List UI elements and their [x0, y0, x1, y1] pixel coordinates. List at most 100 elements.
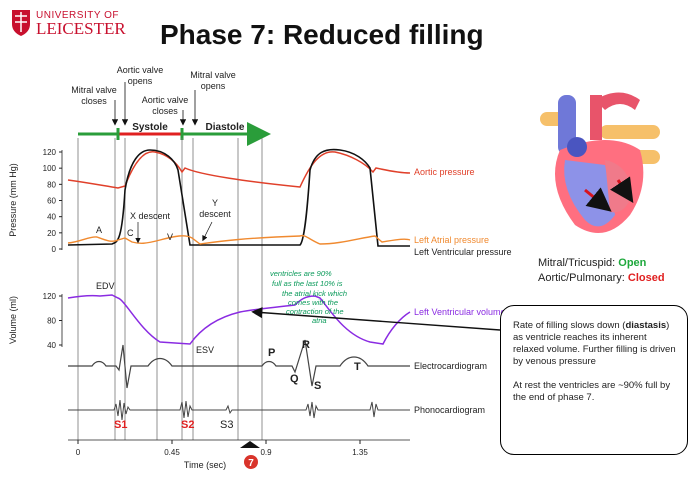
- phase-marker-arrow: [240, 441, 260, 448]
- valve-status: Mitral/Tricuspid: Open: [538, 257, 647, 269]
- part: [610, 176, 634, 203]
- wave-label: P: [268, 347, 275, 359]
- wave-label: V: [167, 232, 173, 242]
- part: [595, 92, 640, 110]
- logo-line2: LEICESTER: [36, 19, 126, 38]
- tick-label: 0: [52, 245, 57, 254]
- curve-label: Phonocardiogram: [414, 405, 485, 415]
- part: contraction of the: [286, 307, 344, 316]
- wave-label: X descent: [130, 211, 171, 221]
- wave-label: A: [96, 225, 102, 235]
- wave-label: R: [302, 339, 310, 351]
- heart-sound-label: S1: [114, 419, 127, 431]
- part: Mitral valve: [190, 70, 236, 80]
- tick-label: 120: [43, 292, 57, 301]
- wave-label: Q: [290, 373, 299, 385]
- part: closes: [81, 96, 107, 106]
- volume-ticks: 120 80 40: [43, 292, 62, 350]
- tick-label: 1.35: [352, 448, 368, 457]
- pressure-ticks: 120 100 80 60 40 20 0: [43, 148, 62, 254]
- part: Mitral/Tricuspid:: [538, 257, 618, 269]
- text: Rate of filling slows down (: [513, 320, 626, 331]
- part: Aortic valve: [142, 95, 189, 105]
- wave-label: C: [127, 228, 134, 238]
- callout-box: Rate of filling slows down (diastasis) a…: [500, 305, 688, 455]
- part: Aortic valve: [117, 65, 164, 75]
- text: diastasis: [625, 320, 667, 331]
- tick-label: 0.45: [164, 448, 180, 457]
- pressure-axis-label: Pressure (mm Hg): [8, 163, 18, 237]
- handwritten-note: ventricles are 90% full as the last 10% i…: [270, 269, 347, 325]
- logo-mark: [15, 12, 27, 32]
- wave-label: T: [354, 361, 361, 373]
- part: opens: [128, 76, 153, 86]
- curve-label: Left Atrial pressure: [414, 235, 489, 245]
- volume-axis-label: Volume (ml): [8, 296, 18, 344]
- event-label: Mitral valve opens: [190, 70, 236, 91]
- heart-sound-label: S3: [220, 419, 233, 431]
- part: full as the last 10% is: [272, 279, 343, 288]
- phase-marker: [244, 455, 258, 469]
- curve-label: Left Ventricular volume: [414, 307, 506, 317]
- heart-illustration: [540, 92, 660, 233]
- part: Open: [618, 257, 646, 269]
- part: Aortic/Pulmonary:: [538, 272, 628, 284]
- valve-status: Aortic/Pulmonary: Closed: [538, 272, 665, 284]
- ecg-curve: [68, 339, 410, 389]
- tick-label: 80: [47, 317, 56, 326]
- tick-label: 0.9: [260, 448, 272, 457]
- part: comes with the: [288, 298, 338, 307]
- curve-label: Aortic pressure: [414, 167, 475, 177]
- part: [567, 137, 587, 157]
- tick-label: 80: [47, 180, 56, 189]
- tick-label: 120: [43, 148, 57, 157]
- callout-text: Rate of filling slows down (diastasis) a…: [513, 320, 677, 368]
- curve-label: Left Ventricular pressure: [414, 247, 512, 257]
- part: atria: [312, 316, 327, 325]
- tick-label: 60: [47, 197, 56, 206]
- part: Mitral valve: [71, 85, 117, 95]
- part: the atrial kick which: [282, 289, 347, 298]
- curve-label: Electrocardiogram: [414, 361, 487, 371]
- event-label: Aortic valve opens: [117, 65, 164, 86]
- part: opens: [201, 81, 226, 91]
- ventricular-pressure-curve: [67, 148, 410, 247]
- part: Y: [212, 198, 218, 208]
- event-label: Aortic valve closes: [142, 95, 189, 116]
- phase-label: Diastole: [206, 122, 245, 133]
- phono-curve: [68, 399, 410, 421]
- phase-label: Systole: [132, 122, 168, 133]
- heart-sound-label: S2: [181, 419, 194, 431]
- time-ticks: 0 0.45 0.9 1.35: [76, 440, 368, 457]
- part: Closed: [628, 272, 665, 284]
- tick-label: 100: [43, 164, 57, 173]
- tick-label: 20: [47, 229, 56, 238]
- atrial-pressure-curve: [67, 234, 411, 245]
- callout-text: At rest the ventricles are ~90% full by …: [513, 380, 671, 403]
- part: [600, 125, 660, 139]
- phase-marker-label: 7: [248, 458, 254, 469]
- text: ) as ventricle reaches its inherent rela…: [513, 320, 676, 367]
- event-label: Mitral valve closes: [71, 85, 117, 106]
- wave-label: ESV: [196, 345, 214, 355]
- tick-label: 40: [47, 213, 56, 222]
- slide-title: Phase 7: Reduced filling: [160, 19, 484, 50]
- pointer: [202, 221, 213, 242]
- part: [590, 95, 602, 140]
- event-pointers: [111, 82, 199, 126]
- callout-arrow: [251, 307, 501, 331]
- wave-label: S: [314, 380, 321, 392]
- part: descent: [199, 209, 231, 219]
- part: [584, 187, 612, 212]
- part: ventricles are 90%: [270, 269, 332, 278]
- logo-line1: UNIVERSITY OF: [36, 10, 119, 21]
- tick-label: 40: [47, 341, 56, 350]
- tick-label: 0: [76, 448, 81, 457]
- wave-label: EDV: [96, 281, 115, 291]
- time-axis-label: Time (sec): [184, 460, 226, 470]
- part: closes: [152, 106, 178, 116]
